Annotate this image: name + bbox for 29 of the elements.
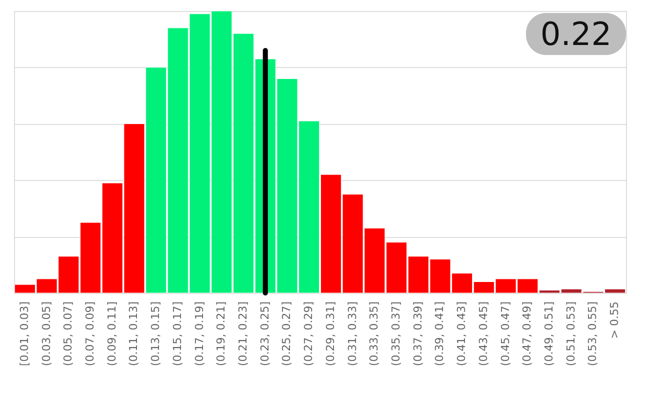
x-tick-label: (0.49, 0.51] <box>542 302 556 366</box>
x-tick-label: (0.37, 0.39] <box>411 302 424 366</box>
x-tick-label: (0.39, 0.41] <box>433 302 446 366</box>
x-tick-label: (0.51, 0.53] <box>564 302 578 366</box>
x-tick-label: (0.09, 0.11] <box>105 302 118 366</box>
x-tick-label: (0.47, 0.49] <box>520 302 534 366</box>
x-tick-label: (0.11, 0.13] <box>127 302 140 366</box>
x-tick-label: (0.27, 0.29] <box>302 302 316 366</box>
x-tick-label: (0.23, 0.25] <box>258 302 272 366</box>
x-tick-label: [0.01, 0.03] <box>18 302 31 366</box>
x-tick-label: (0.21, 0.23] <box>236 302 250 366</box>
x-tick-label: (0.45, 0.47] <box>498 302 512 366</box>
x-tick-label: (0.43, 0.45] <box>476 302 490 366</box>
x-tick-label: (0.05, 0.07] <box>62 302 75 366</box>
x-tick-label: (0.35, 0.37] <box>390 302 402 366</box>
x-tick-label: (0.03, 0.05] <box>40 302 53 366</box>
x-tick-label: (0.31, 0.33] <box>346 302 359 366</box>
x-tick-label: (0.07, 0.09] <box>84 302 96 366</box>
x-tick-label: (0.25, 0.27] <box>280 302 294 366</box>
x-tick-label: (0.15, 0.17] <box>170 302 184 366</box>
x-tick-label: (0.13, 0.15] <box>149 302 162 366</box>
x-tick-label: (0.29, 0.31] <box>324 302 337 366</box>
x-tick-label: (0.17, 0.19] <box>192 302 206 366</box>
x-tick-label: (0.19, 0.21] <box>214 302 228 366</box>
x-tick-label: > 0.55 <box>608 302 622 339</box>
x-tick-label: (0.41, 0.43] <box>455 302 468 366</box>
x-tick-label: (0.33, 0.35] <box>368 302 381 366</box>
x-tick-label: (0.53, 0.55] <box>586 302 600 366</box>
annotation: 0.22 <box>540 15 612 53</box>
